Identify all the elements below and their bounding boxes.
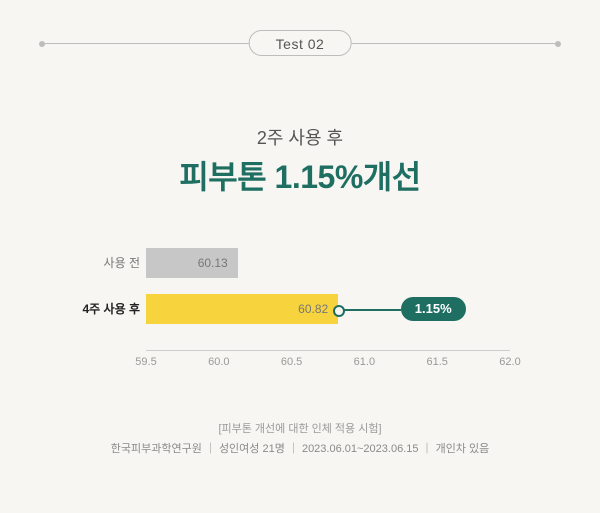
x-tick-label: 61.0: [354, 356, 375, 368]
x-tick-label: 61.5: [426, 356, 447, 368]
x-tick-label: 59.5: [135, 356, 156, 368]
subheadline: 2주 사용 후: [0, 124, 600, 150]
x-axis-line: [146, 350, 510, 351]
headline: 피부톤 1.15%개선: [0, 152, 600, 198]
x-tick-label: 62.0: [499, 356, 520, 368]
callout-dot: [333, 305, 345, 317]
test-badge: Test 02: [249, 30, 352, 56]
bar-chart: 사용 전60.134주 사용 후60.821.15% 59.5 60.0 60.5 6…: [90, 248, 510, 378]
callout-line: [342, 309, 401, 311]
x-tick-label: 60.0: [208, 356, 229, 368]
callout-layer: 1.15%: [90, 248, 510, 350]
callout-pill: 1.15%: [401, 297, 466, 321]
footer-line-2: 한국피부과학연구원 ｜ 성인여성 21명 ｜ 2023.06.01~2023.0…: [0, 440, 600, 456]
header-divider: Test 02: [40, 30, 560, 56]
x-tick-label: 60.5: [281, 356, 302, 368]
footer-line-1: [피부톤 개선에 대한 인체 적용 시험]: [0, 420, 600, 436]
x-axis: 59.560.060.561.061.562.0: [146, 350, 510, 378]
chart-plot-area: 사용 전60.134주 사용 후60.821.15%: [146, 248, 510, 350]
